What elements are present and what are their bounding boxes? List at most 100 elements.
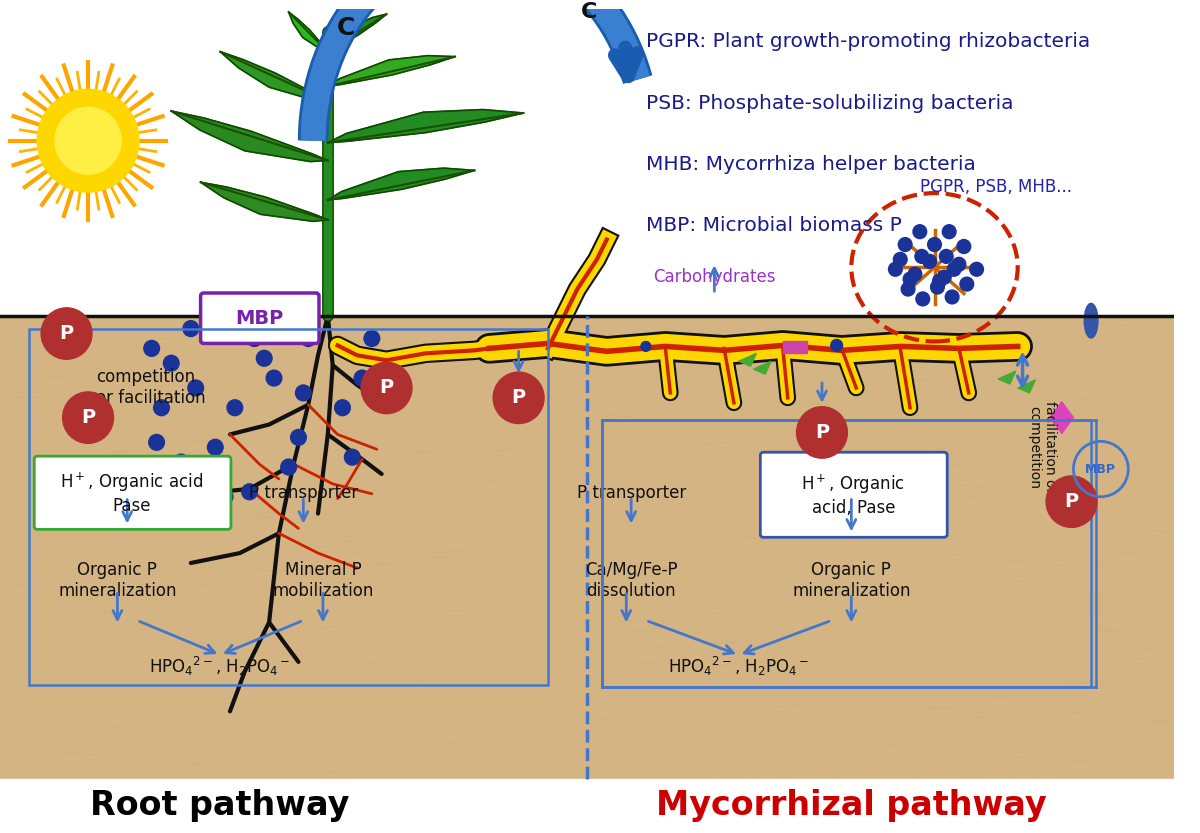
FancyBboxPatch shape [761,452,947,537]
Circle shape [923,254,936,268]
Circle shape [942,225,956,238]
Circle shape [246,331,263,347]
FancyBboxPatch shape [200,293,319,343]
Circle shape [1046,476,1097,527]
Circle shape [354,370,370,386]
Circle shape [344,449,360,465]
Polygon shape [328,168,474,200]
Bar [0,9,1175,316]
Circle shape [940,249,953,263]
Circle shape [227,400,242,416]
Circle shape [797,407,847,458]
Text: PGPR, PSB, MHB...: PGPR, PSB, MHB... [920,178,1072,196]
Polygon shape [328,110,523,142]
Text: PGPR: Plant growth-promoting rhizobacteria: PGPR: Plant growth-promoting rhizobacter… [646,32,1090,52]
Polygon shape [328,14,386,52]
Polygon shape [739,353,756,367]
Circle shape [914,249,929,263]
Polygon shape [172,111,328,162]
Circle shape [899,237,912,252]
Circle shape [958,240,971,253]
Text: P: P [815,423,829,442]
Circle shape [168,484,184,500]
Bar [782,342,808,353]
Circle shape [208,439,223,455]
Circle shape [361,362,412,414]
Circle shape [937,270,952,284]
Circle shape [894,252,907,267]
Text: MHB: Mycorrhiza helper bacteria: MHB: Mycorrhiza helper bacteria [646,155,976,174]
Circle shape [901,282,914,296]
Circle shape [830,340,842,352]
Circle shape [266,370,282,386]
Polygon shape [289,12,328,52]
Circle shape [295,385,311,401]
Circle shape [928,237,941,252]
Text: H$^+$, Organic
acid, Pase: H$^+$, Organic acid, Pase [802,472,905,516]
Circle shape [932,274,947,288]
Polygon shape [1050,402,1074,433]
Text: Mineral P
mobilization: Mineral P mobilization [272,561,373,601]
Circle shape [55,107,121,174]
Circle shape [290,430,306,446]
Polygon shape [200,182,328,222]
Circle shape [335,400,350,416]
Text: MBP: MBP [235,309,283,328]
Text: facilitation or
competition: facilitation or competition [1027,402,1057,493]
Circle shape [641,342,650,352]
Text: Ca/Mg/Fe-P
dissolution: Ca/Mg/Fe-P dissolution [584,561,678,601]
Circle shape [241,484,257,500]
Circle shape [364,331,379,347]
FancyBboxPatch shape [35,456,230,530]
Text: P transporter: P transporter [576,484,685,501]
Circle shape [154,400,169,416]
Polygon shape [998,372,1015,384]
Text: Mycorrhizal pathway: Mycorrhizal pathway [656,789,1046,822]
Bar [0,779,1175,833]
Text: MBP: Microbial biomass P: MBP: Microbial biomass P [646,217,901,235]
Circle shape [163,356,179,372]
Circle shape [888,262,902,277]
Circle shape [257,351,272,367]
Text: H$^+$, Organic acid
Pase: H$^+$, Organic acid Pase [60,471,204,515]
Circle shape [227,326,242,342]
Circle shape [960,277,973,291]
Polygon shape [328,56,455,87]
Text: P: P [82,408,95,427]
Circle shape [182,321,199,337]
Circle shape [300,331,316,347]
Polygon shape [220,52,328,101]
Circle shape [908,267,922,281]
Text: P: P [511,388,526,407]
Polygon shape [754,362,772,374]
Text: C: C [581,2,596,22]
Circle shape [493,372,544,423]
Circle shape [947,262,961,277]
Text: P: P [379,378,394,397]
Text: HPO$_4$$^{2-}$, H$_2$PO$_4$$^-$: HPO$_4$$^{2-}$, H$_2$PO$_4$$^-$ [668,656,810,678]
Circle shape [281,459,296,475]
Text: Organic P
mineralization: Organic P mineralization [792,561,911,601]
Ellipse shape [1085,303,1098,338]
Circle shape [188,380,204,396]
Circle shape [173,454,188,470]
Text: Carbohydrates: Carbohydrates [653,268,775,287]
Circle shape [970,262,984,277]
Text: P: P [1064,492,1079,511]
Text: C: C [337,16,355,40]
Text: Organic P
mineralization: Organic P mineralization [58,561,176,601]
Text: P: P [60,324,73,343]
Text: HPO$_4$$^{2-}$, H$_2$PO$_4$$^-$: HPO$_4$$^{2-}$, H$_2$PO$_4$$^-$ [150,656,290,678]
Text: Root pathway: Root pathway [90,789,350,822]
Bar [29,328,548,685]
Bar [0,316,1175,779]
Circle shape [916,292,930,306]
Text: P transporter: P transporter [248,484,358,501]
Text: competition
or facilitation: competition or facilitation [96,368,205,407]
Circle shape [913,225,926,238]
Circle shape [217,489,233,505]
Circle shape [904,272,917,286]
Circle shape [946,290,959,304]
Circle shape [930,280,944,294]
Circle shape [149,435,164,451]
